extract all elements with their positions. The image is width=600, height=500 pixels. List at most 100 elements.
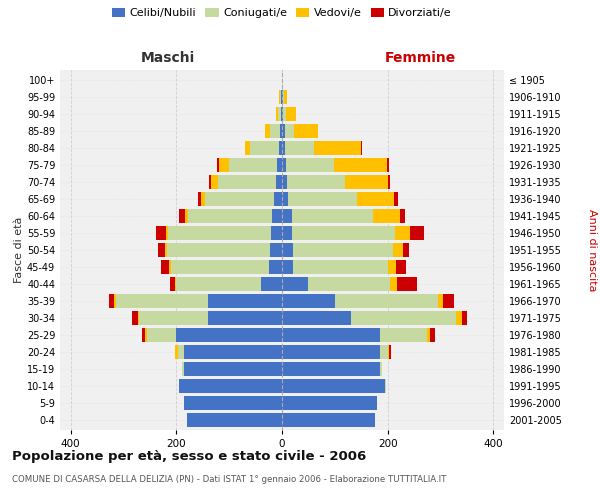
Bar <box>282 362 380 376</box>
Bar <box>438 294 443 308</box>
Bar <box>170 277 175 291</box>
Bar <box>182 362 184 376</box>
Text: Popolazione per età, sesso e stato civile - 2006: Popolazione per età, sesso e stato civil… <box>12 450 366 463</box>
Bar <box>389 345 391 359</box>
Bar <box>137 311 139 325</box>
Bar <box>185 209 188 223</box>
Text: Maschi: Maschi <box>141 51 195 65</box>
Bar <box>271 124 280 138</box>
Bar <box>293 243 393 257</box>
Bar <box>179 379 282 393</box>
Bar <box>176 277 261 291</box>
Bar <box>261 277 282 291</box>
Bar <box>282 175 287 189</box>
Bar <box>284 141 314 155</box>
Bar <box>282 90 283 104</box>
Bar <box>430 328 435 342</box>
Bar <box>388 175 391 189</box>
Text: Femmine: Femmine <box>385 51 455 65</box>
Bar <box>158 243 164 257</box>
Bar <box>334 158 386 172</box>
Bar <box>164 243 167 257</box>
Bar <box>282 277 308 291</box>
Bar <box>139 311 208 325</box>
Bar <box>265 124 271 138</box>
Bar <box>217 158 218 172</box>
Bar <box>208 294 282 308</box>
Bar <box>282 328 380 342</box>
Bar <box>250 141 280 155</box>
Bar <box>283 107 286 121</box>
Bar <box>184 362 282 376</box>
Bar <box>142 328 145 342</box>
Bar <box>277 158 282 172</box>
Bar <box>281 90 282 104</box>
Bar <box>410 226 424 240</box>
Bar <box>380 362 382 376</box>
Bar <box>282 413 374 427</box>
Bar <box>115 294 208 308</box>
Bar <box>208 311 282 325</box>
Bar <box>171 260 269 274</box>
Bar <box>184 345 282 359</box>
Bar <box>175 345 178 359</box>
Bar <box>147 328 176 342</box>
Bar <box>443 294 454 308</box>
Bar <box>281 107 282 121</box>
Bar <box>397 277 417 291</box>
Bar <box>145 328 147 342</box>
Bar <box>282 107 283 121</box>
Y-axis label: Fasce di età: Fasce di età <box>14 217 24 283</box>
Bar <box>156 226 166 240</box>
Bar <box>188 209 272 223</box>
Bar <box>292 209 373 223</box>
Bar <box>282 124 284 138</box>
Bar <box>211 175 218 189</box>
Bar <box>284 90 287 104</box>
Bar <box>201 192 205 206</box>
Bar <box>284 124 294 138</box>
Bar <box>283 90 284 104</box>
Bar <box>272 209 282 223</box>
Bar <box>380 345 388 359</box>
Bar <box>314 141 361 155</box>
Bar <box>166 226 169 240</box>
Bar <box>209 175 211 189</box>
Bar <box>294 124 318 138</box>
Bar <box>286 158 334 172</box>
Bar <box>271 243 282 257</box>
Bar <box>457 311 462 325</box>
Bar <box>274 192 282 206</box>
Bar <box>279 90 280 104</box>
Bar <box>245 141 250 155</box>
Bar <box>282 226 292 240</box>
Text: Anni di nascita: Anni di nascita <box>587 209 597 291</box>
Bar <box>282 345 380 359</box>
Bar <box>176 328 282 342</box>
Bar <box>167 243 271 257</box>
Bar <box>271 226 282 240</box>
Bar <box>205 192 274 206</box>
Bar <box>287 175 346 189</box>
Bar <box>229 158 277 172</box>
Bar <box>178 345 184 359</box>
Bar <box>275 107 278 121</box>
Bar <box>133 311 137 325</box>
Bar <box>386 158 389 172</box>
Bar <box>346 175 388 189</box>
Bar <box>109 294 115 308</box>
Bar <box>388 345 389 359</box>
Bar <box>269 260 282 274</box>
Bar <box>199 192 201 206</box>
Bar <box>275 175 282 189</box>
Bar <box>395 226 410 240</box>
Bar <box>373 209 400 223</box>
Bar <box>400 209 405 223</box>
Bar <box>282 260 293 274</box>
Bar <box>403 243 409 257</box>
Bar <box>385 379 386 393</box>
Bar <box>391 277 397 291</box>
Bar <box>357 192 394 206</box>
Bar <box>282 141 284 155</box>
Bar <box>169 226 271 240</box>
